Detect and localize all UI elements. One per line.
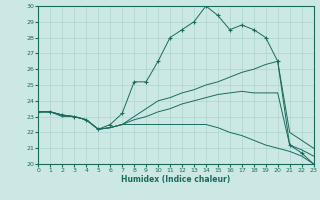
X-axis label: Humidex (Indice chaleur): Humidex (Indice chaleur)	[121, 175, 231, 184]
